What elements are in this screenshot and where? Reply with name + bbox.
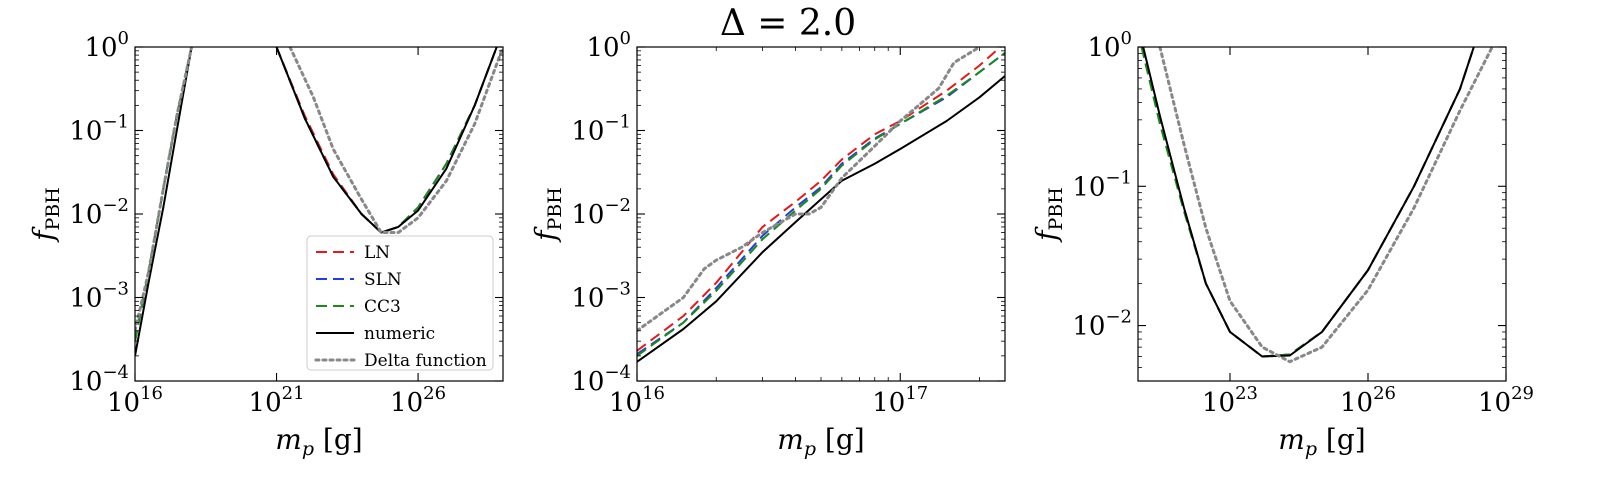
chart-0-y-tick-label-2: 10−2: [69, 195, 129, 230]
panel-right: 1023 1026 1029 100 10−1 10−2 mp [g] fPBH: [1030, 28, 1534, 460]
chart-2-x-tick-label-1: 1026: [1340, 383, 1396, 418]
chart-2-series-delta-function-seg-0: [1158, 47, 1494, 364]
suptitle: Δ = 2.0: [720, 3, 856, 44]
chart-0-legend-label-delta-function: Delta function: [364, 351, 487, 371]
chart-2-y-tick-label-0: 100: [1087, 28, 1132, 63]
chart-0-series-cc3-seg-0: [135, 47, 193, 342]
chart-2-plot-area: [1140, 47, 1494, 364]
chart-0-y-axis-label: fPBH: [27, 187, 64, 243]
chart-2-y-tick-label-2: 10−2: [1072, 307, 1132, 342]
chart-1-plot-area: [637, 47, 1005, 363]
chart-0-legend-label-cc3: CC3: [364, 297, 401, 317]
chart-2-series-sln-seg-0: [1140, 47, 1475, 358]
chart-0-x-tick-label-2: 1026: [390, 383, 446, 418]
chart-0-x-tick-label-0: 1016: [107, 383, 163, 418]
chart-2-series-numeric-seg-0: [1142, 47, 1475, 358]
chart-0-series-numeric-seg-0: [135, 47, 193, 357]
chart-2-y-axis-label: fPBH: [1030, 187, 1067, 243]
chart-1-x-tick-label-0: 1016: [609, 383, 665, 418]
chart-2-frame: [1137, 46, 1507, 382]
chart-0-y-tick-label-0: 100: [84, 28, 129, 63]
chart-0-x-axis-label: mp [g]: [275, 423, 362, 460]
panel-middle: 1016 1017 100 10−1 10−2 10−3 10−4 mp [g] fPBH: [529, 28, 1006, 460]
chart-1-y-tick-label-0: 100: [586, 28, 631, 63]
chart-0-legend-label-sln: SLN: [364, 270, 402, 290]
chart-1-series-delta-function-seg-0: [637, 47, 981, 333]
chart-1-series-numeric-seg-0: [637, 75, 1005, 363]
chart-0-series-delta-function-seg-1: [288, 47, 503, 234]
chart-1-y-tick-label-2: 10−2: [571, 195, 631, 230]
chart-1-y-axis-label: fPBH: [529, 187, 566, 243]
chart-1-series-sln-seg-0: [637, 52, 1005, 355]
chart-0-legend-label-numeric: numeric: [364, 324, 435, 344]
chart-1-frame: [636, 46, 1006, 382]
chart-0-plot-area: [135, 47, 503, 357]
chart-0-y-tick-label-3: 10−3: [69, 279, 129, 314]
chart-0-series-ln-seg-1: [275, 47, 498, 234]
panel-left: 1016 1021 1026 100 10−1 10−2 10−3 10−4 mp [g] fPB…: [27, 28, 504, 460]
chart-1-x-tick-label-1: 1017: [872, 383, 928, 418]
chart-0-legend-label-ln: LN: [364, 243, 390, 263]
chart-0-y-tick-label-1: 10−1: [69, 112, 129, 147]
chart-1-y-tick-label-3: 10−3: [571, 279, 631, 314]
chart-0-series-delta-function-seg-0: [135, 47, 194, 333]
chart-1-y-tick-label-4: 10−4: [571, 362, 631, 397]
chart-1-x-axis-label: mp [g]: [777, 423, 864, 460]
chart-0-series-cc3-seg-1: [275, 47, 498, 234]
chart-2-x-tick-label-2: 1029: [1478, 383, 1534, 418]
chart-1-series-ln-seg-0: [637, 47, 1001, 352]
chart-1-series-cc3-seg-0: [637, 52, 1005, 357]
chart-2-series-ln-seg-0: [1140, 47, 1475, 358]
chart-0-y-tick-label-4: 10−4: [69, 362, 129, 397]
chart-0-series-sln-seg-1: [275, 47, 498, 234]
chart-1-y-tick-label-1: 10−1: [571, 112, 631, 147]
chart-2-series-cc3-seg-0: [1140, 47, 1475, 358]
chart-0-legend-box: [306, 235, 494, 371]
chart-2-y-tick-label-1: 10−1: [1072, 167, 1132, 202]
chart-2-x-axis-label: mp [g]: [1278, 423, 1365, 460]
chart-0-legend: LN SLN CC3 numeric Delta function: [306, 235, 494, 371]
chart-0-x-tick-label-1: 1021: [249, 383, 305, 418]
chart-0-series-numeric-seg-1: [275, 47, 498, 234]
chart-2-x-tick-label-0: 1023: [1202, 383, 1258, 418]
